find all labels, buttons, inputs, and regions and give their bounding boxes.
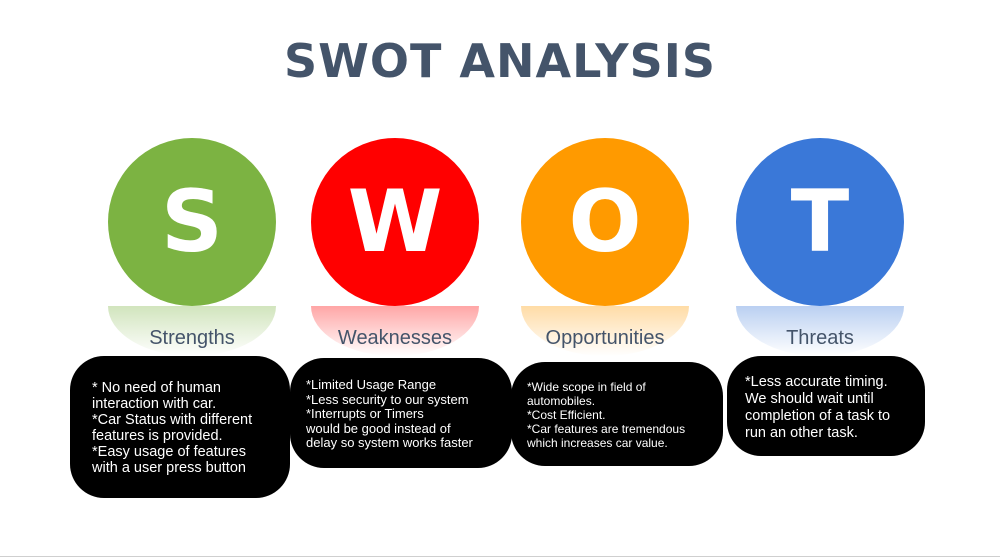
weaknesses-letter: W <box>347 172 443 272</box>
swot-column-weaknesses: W Weaknesses <box>283 0 513 560</box>
weaknesses-text-box: *Limited Usage Range *Less security to o… <box>290 358 512 468</box>
slide-bottom-border <box>0 556 1000 557</box>
swot-column-threats: T Threats <box>708 0 938 560</box>
swot-column-opportunities: O Opportunities <box>493 0 723 560</box>
threats-letter: T <box>790 172 850 272</box>
strengths-label: Strengths <box>149 327 235 349</box>
threats-text-box: *Less accurate timing. We should wait un… <box>727 356 925 456</box>
swot-column-strengths: S Strengths <box>80 0 310 560</box>
opportunities-circle: O <box>521 138 689 306</box>
weaknesses-label: Weaknesses <box>337 327 453 349</box>
page-title: SWOT ANALYSIS <box>284 34 716 88</box>
threats-label: Threats <box>786 327 854 349</box>
opportunities-letter: O <box>568 172 642 272</box>
strengths-letter: S <box>161 172 223 272</box>
strengths-text-box: * No need of human interaction with car.… <box>70 356 290 498</box>
threats-circle: T <box>736 138 904 306</box>
strengths-circle: S <box>108 138 276 306</box>
weaknesses-circle: W <box>311 138 479 306</box>
opportunities-text-box: *Wide scope in field of automobiles. *Co… <box>511 362 723 466</box>
opportunities-label: Opportunities <box>545 327 665 349</box>
